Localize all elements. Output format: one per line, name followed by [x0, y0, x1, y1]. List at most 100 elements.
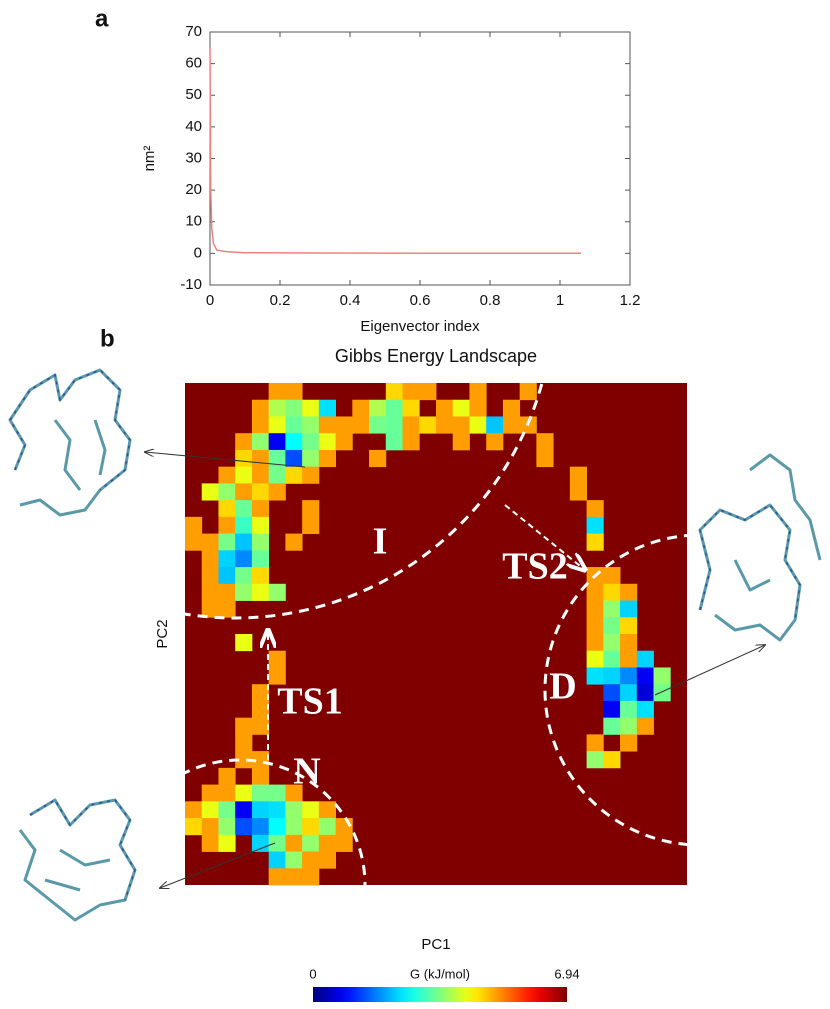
heatmap-cell	[436, 400, 453, 417]
heatmap-cell	[587, 734, 604, 751]
chart-title: Gibbs Energy Landscape	[335, 346, 537, 366]
y-tick-label: 10	[185, 213, 202, 230]
heatmap-cell	[620, 617, 637, 634]
heatmap-cell	[252, 483, 269, 500]
heatmap-cell	[202, 785, 219, 802]
heatmap-cell	[302, 818, 319, 835]
heatmap-cell	[620, 634, 637, 651]
heatmap-cell	[336, 433, 353, 450]
heatmap-cell	[587, 584, 604, 601]
x-tick-label: 1	[556, 292, 564, 309]
heatmap-cell	[218, 550, 235, 567]
heatmap-cell	[403, 400, 420, 417]
heatmap-cell	[369, 450, 386, 467]
heatmap-cell	[235, 433, 252, 450]
heatmap-cell	[252, 567, 269, 584]
heatmap-cell	[269, 651, 286, 668]
heatmap-cell	[302, 500, 319, 517]
heatmap-cell	[336, 416, 353, 433]
heatmap-cell	[603, 567, 620, 584]
heatmap-cell	[603, 667, 620, 684]
heatmap-cell	[218, 500, 235, 517]
heatmap-cell	[637, 684, 654, 701]
heatmap-cell	[235, 718, 252, 735]
panel-label: a	[95, 5, 109, 32]
y-axis-label: PC2	[154, 619, 171, 648]
heatmap-cell	[336, 835, 353, 852]
heatmap-cell	[603, 584, 620, 601]
x-tick-label: 1.2	[620, 292, 641, 309]
heatmap-cell	[603, 634, 620, 651]
heatmap-cell	[302, 852, 319, 869]
heatmap-cell	[269, 400, 286, 417]
heatmap-cell	[269, 868, 286, 885]
heatmap-cell	[202, 584, 219, 601]
heatmap-cell	[587, 751, 604, 768]
heatmap-cell	[620, 701, 637, 718]
heatmap-cell	[218, 467, 235, 484]
heatmap-cell	[453, 400, 470, 417]
plot-frame	[210, 32, 630, 285]
heatmap-cell	[319, 433, 336, 450]
heatmap-cell	[587, 667, 604, 684]
heatmap-cell	[319, 400, 336, 417]
heatmap-cell	[503, 400, 520, 417]
heatmap-cell	[302, 450, 319, 467]
x-tick-label: 0.8	[480, 292, 501, 309]
heatmap-cell	[252, 467, 269, 484]
heatmap-cell	[285, 416, 302, 433]
heatmap-cell	[185, 517, 202, 534]
heatmap-cell	[654, 667, 671, 684]
heatmap-cell	[637, 667, 654, 684]
colorbar-label: G (kJ/mol)	[410, 966, 470, 981]
colorbar-tick-label: 6.94	[554, 966, 579, 981]
heatmap-cell	[620, 684, 637, 701]
heatmap-cell	[235, 801, 252, 818]
heatmap-cell	[319, 801, 336, 818]
heatmap-cell	[285, 852, 302, 869]
x-tick-label: 0	[206, 292, 214, 309]
heatmap-cell	[202, 818, 219, 835]
data-line	[210, 48, 581, 253]
heatmap-cell	[235, 818, 252, 835]
heatmap-cell	[620, 651, 637, 668]
heatmap-cell	[620, 734, 637, 751]
heatmap-cell	[603, 651, 620, 668]
heatmap-cell	[503, 416, 520, 433]
heatmap-cell	[587, 617, 604, 634]
heatmap-cell	[269, 433, 286, 450]
heatmap-cell	[235, 584, 252, 601]
heatmap-cell	[269, 383, 286, 400]
heatmap-cell	[252, 500, 269, 517]
heatmap-cell	[403, 383, 420, 400]
heatmap-cell	[436, 416, 453, 433]
heatmap-cell	[218, 517, 235, 534]
heatmap-cell	[252, 801, 269, 818]
x-axis-label: Eigenvector index	[360, 318, 480, 335]
heatmap-cell	[235, 734, 252, 751]
heatmap-cell	[336, 818, 353, 835]
heatmap-cell	[218, 801, 235, 818]
heatmap-cell	[269, 818, 286, 835]
heatmap-cell	[185, 534, 202, 551]
heatmap-cell	[252, 701, 269, 718]
heatmap-cell	[285, 534, 302, 551]
region-label: D	[549, 666, 576, 708]
heatmap-cell	[603, 751, 620, 768]
heatmap-cell	[587, 634, 604, 651]
heatmap-cell	[269, 416, 286, 433]
heatmap-cell	[302, 868, 319, 885]
heatmap-cell	[252, 785, 269, 802]
y-axis-label: nm²	[141, 146, 158, 172]
heatmap-cell	[285, 801, 302, 818]
heatmap-cell	[302, 433, 319, 450]
colorbar-tick-label: 0	[309, 966, 316, 981]
heatmap-cell	[352, 400, 369, 417]
heatmap-cell	[185, 818, 202, 835]
heatmap-cell	[654, 684, 671, 701]
heatmap-cell	[252, 818, 269, 835]
heatmap-cell	[269, 852, 286, 869]
heatmap-cell	[285, 818, 302, 835]
heatmap-cell	[302, 400, 319, 417]
